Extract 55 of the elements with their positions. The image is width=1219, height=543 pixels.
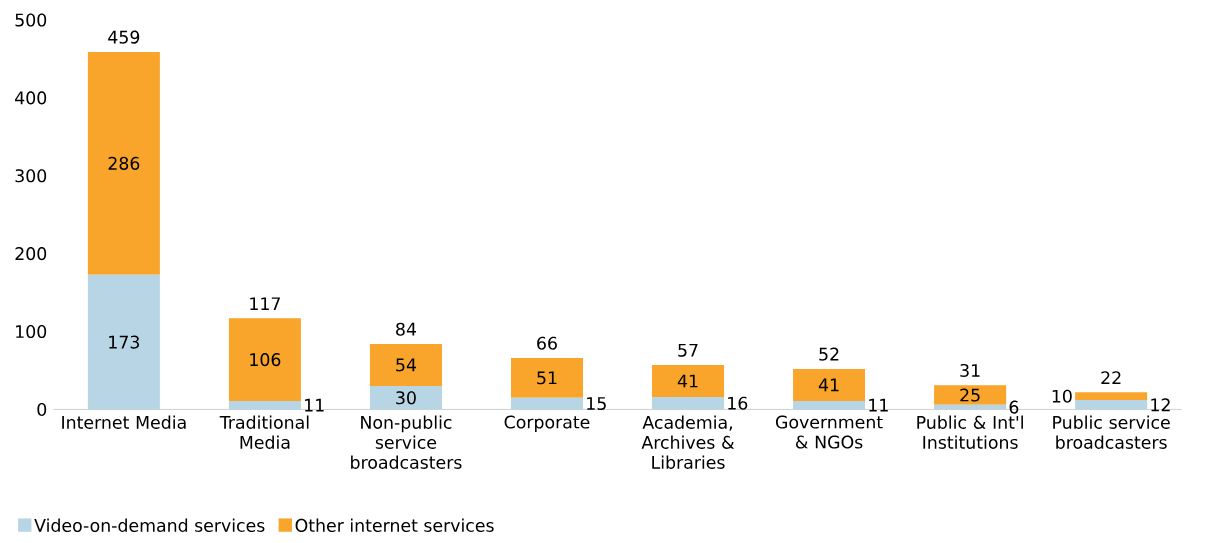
y-tick-label: 100 xyxy=(16,325,47,339)
bar xyxy=(652,365,725,398)
x-tick-label: Corporate xyxy=(504,415,590,433)
data-label: 16 xyxy=(728,396,748,410)
x-tick-label: Public service broadcasters xyxy=(1053,415,1170,450)
x-tick-label: Non-public service broadcasters xyxy=(351,415,462,470)
bar xyxy=(369,386,442,410)
bar xyxy=(228,400,301,410)
x-tick-label: Traditional Media xyxy=(219,415,309,450)
total-label: 22 xyxy=(1101,371,1121,385)
x-tick-label: Government & NGOs xyxy=(775,415,883,449)
y-tick-label: 0 xyxy=(37,402,47,417)
total-label: 31 xyxy=(960,364,980,378)
data-label: 54 xyxy=(396,358,416,372)
bar xyxy=(793,369,866,401)
data-label: 106 xyxy=(250,353,281,367)
bar xyxy=(1075,400,1148,410)
bar xyxy=(369,344,442,387)
total-label: 84 xyxy=(396,322,416,336)
data-label: 6 xyxy=(1009,400,1019,414)
y-tick-label: 400 xyxy=(15,91,47,105)
bar xyxy=(652,397,725,410)
data-label: 41 xyxy=(677,374,698,388)
bar xyxy=(510,358,583,398)
bar xyxy=(793,400,866,410)
data-label: 12 xyxy=(1151,398,1170,412)
x-tick-label: Public & Int'l Institutions xyxy=(917,415,1023,450)
bar xyxy=(87,52,160,275)
legend-label: Other internet services xyxy=(295,518,494,533)
x-tick-label: Academia, Archives & Libraries xyxy=(641,415,735,470)
data-label: 51 xyxy=(537,371,557,385)
y-tick-label: 200 xyxy=(15,247,47,261)
bar xyxy=(228,318,301,401)
data-label: 15 xyxy=(587,397,606,411)
bar xyxy=(1075,392,1148,401)
total-label: 57 xyxy=(678,343,698,357)
data-label: 286 xyxy=(108,156,140,170)
bar xyxy=(87,274,160,410)
bar xyxy=(510,397,583,410)
x-tick-label: Internet Media xyxy=(62,415,186,430)
y-tick-label: 500 xyxy=(15,13,47,27)
data-label: 11 xyxy=(869,398,888,412)
data-label: 30 xyxy=(396,391,416,405)
data-label: 41 xyxy=(818,378,839,392)
total-label: 66 xyxy=(537,336,557,350)
total-label: 117 xyxy=(250,297,280,311)
bar xyxy=(934,385,1007,405)
data-label: 11 xyxy=(305,398,324,412)
legend-label: Video-on-demand services xyxy=(34,518,265,533)
y-tick-label: 300 xyxy=(15,169,47,183)
data-label: 173 xyxy=(109,335,140,349)
total-label: 459 xyxy=(108,30,140,44)
data-label: 10 xyxy=(1052,389,1072,403)
total-label: 52 xyxy=(819,347,839,361)
data-label: 25 xyxy=(960,388,980,402)
